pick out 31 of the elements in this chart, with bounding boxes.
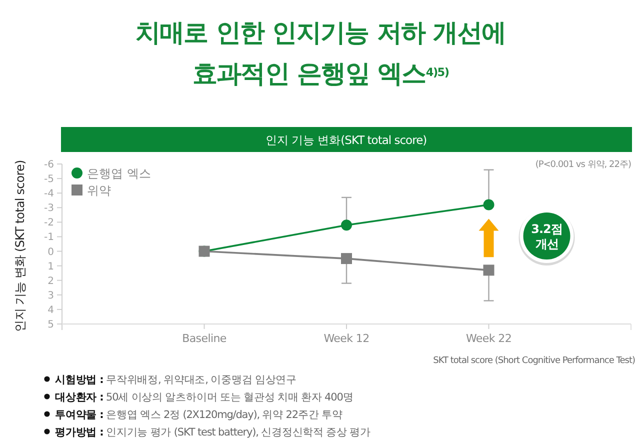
- x-tick-label: Baseline: [182, 332, 227, 345]
- y-tick-label: -2: [44, 218, 54, 229]
- y-tick-label: 1: [48, 261, 54, 272]
- legend-label: 은행엽 엑스: [87, 166, 151, 180]
- y-tick-label: 3: [48, 290, 54, 302]
- y-tick-label: 4: [48, 304, 54, 316]
- y-tick-label: -3: [44, 203, 54, 214]
- chart-subtitle: 인지 기능 변화(SKT total score): [265, 133, 427, 147]
- x-tick-label: Week 22: [466, 332, 512, 345]
- y-tick-label: 0: [48, 246, 54, 258]
- point: [483, 199, 494, 210]
- legend-label: 위약: [87, 184, 111, 198]
- annotation: (P<0.001 vs 위약, 22주): [535, 160, 631, 170]
- annotation: 3.2점 개선: [531, 222, 562, 251]
- point: [341, 220, 352, 231]
- x-tick-label: Week 12: [324, 332, 370, 345]
- y-axis-title: 인지 기능 변화 (SKT total score): [13, 160, 27, 332]
- text: 대상환자 : 50세 이상의 알츠하이머 또는 혈관성 치매 환자 400명: [55, 392, 354, 404]
- y-tick-label: -1: [44, 232, 54, 244]
- y-tick-label: 2: [48, 276, 54, 287]
- text: 평가방법 : 인지기능 평가 (SKT test battery), 신경정신학적 증상 평가: [55, 426, 372, 438]
- text: 투여약물 : 은행엽 엑스 2정 (2X120mg/day), 위약 22주간 투약: [55, 409, 343, 421]
- y-tick-label: -5: [44, 174, 54, 186]
- text: 시험방법 : 무작위배정, 위약대조, 이중맹검 임상연구: [55, 374, 298, 386]
- point: [483, 264, 494, 276]
- point: [341, 253, 352, 264]
- y-tick-label: -4: [44, 188, 54, 200]
- text: SKT total score (Short Cognitive Performance Test): [433, 356, 635, 366]
- chart-title: 치매로 인한 인지기능 저하 개선에 효과적인 은행잎 엑스$^{4)5)}$: [135, 18, 506, 88]
- y-tick-label: 5: [48, 320, 54, 330]
- y-tick-label: -6: [44, 160, 54, 170]
